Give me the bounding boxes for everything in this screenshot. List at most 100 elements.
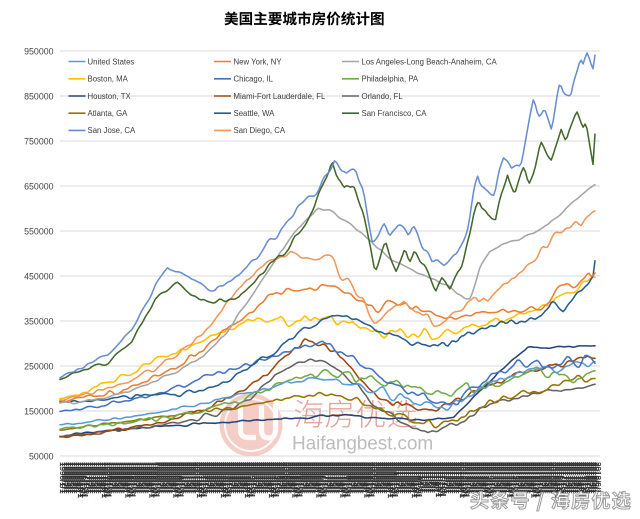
svg-text:2004/2/1: 2004/2/1 — [251, 462, 260, 494]
svg-text:2003/7/1: 2003/7/1 — [237, 462, 246, 494]
svg-text:2004/10/1: 2004/10/1 — [267, 462, 276, 499]
svg-text:2016/4/1: 2016/4/1 — [541, 462, 550, 494]
svg-text:2006/11/1: 2006/11/1 — [317, 462, 326, 498]
svg-text:2010/7/1: 2010/7/1 — [404, 462, 413, 494]
svg-text:1998/5/1: 1998/5/1 — [114, 462, 123, 494]
svg-text:2015/4/1: 2015/4/1 — [517, 462, 526, 494]
svg-text:2017/5/1: 2017/5/1 — [567, 462, 576, 494]
svg-text:2016/7/1: 2016/7/1 — [547, 462, 556, 494]
svg-text:850000: 850000 — [24, 92, 53, 102]
svg-text:2005/10/1: 2005/10/1 — [291, 462, 300, 499]
svg-text:2003/5/1: 2003/5/1 — [233, 462, 242, 494]
svg-text:2011/1/1: 2011/1/1 — [416, 462, 425, 493]
svg-text:2013/11/1: 2013/11/1 — [484, 462, 493, 498]
svg-text:2007/12/1: 2007/12/1 — [342, 462, 351, 499]
svg-text:1999/8/1: 1999/8/1 — [144, 462, 153, 494]
svg-text:2018/6/1: 2018/6/1 — [593, 462, 602, 494]
svg-text:2001/2/1: 2001/2/1 — [179, 462, 188, 494]
svg-text:1996/8/1: 1996/8/1 — [72, 462, 81, 494]
svg-text:2006/3/1: 2006/3/1 — [301, 462, 310, 494]
svg-text:2013/6/1: 2013/6/1 — [474, 462, 483, 494]
svg-text:2000/9/1: 2000/9/1 — [169, 462, 178, 494]
svg-text:2015/12/1: 2015/12/1 — [533, 462, 542, 499]
svg-text:2010/11/1: 2010/11/1 — [412, 462, 421, 498]
svg-text:2003/11/1: 2003/11/1 — [245, 462, 254, 498]
svg-text:2009/11/1: 2009/11/1 — [388, 462, 397, 498]
svg-text:San Jose, CA: San Jose, CA — [88, 126, 136, 135]
svg-text:2000/10/1: 2000/10/1 — [171, 462, 180, 499]
svg-text:2016/2/1: 2016/2/1 — [537, 462, 546, 494]
svg-text:2006/7/1: 2006/7/1 — [309, 462, 318, 494]
svg-text:2004/1/1: 2004/1/1 — [249, 462, 258, 494]
svg-text:2013/12/1: 2013/12/1 — [486, 462, 495, 499]
svg-text:2005/4/1: 2005/4/1 — [279, 462, 288, 494]
svg-text:2004/8/1: 2004/8/1 — [263, 462, 272, 494]
svg-text:450000: 450000 — [24, 272, 53, 282]
svg-text:2007/8/1: 2007/8/1 — [334, 462, 343, 494]
svg-text:2011/6/1: 2011/6/1 — [426, 462, 435, 493]
svg-text:2004/11/1: 2004/11/1 — [269, 462, 278, 498]
svg-text:2015/5/1: 2015/5/1 — [519, 462, 528, 494]
svg-text:Atlanta, GA: Atlanta, GA — [88, 109, 129, 118]
svg-text:550000: 550000 — [24, 227, 53, 237]
svg-text:Seattle, WA: Seattle, WA — [234, 109, 276, 118]
svg-text:2005/2/1: 2005/2/1 — [275, 462, 284, 494]
svg-text:Los Angeles-Long Beach-Anaheim: Los Angeles-Long Beach-Anaheim, CA — [362, 57, 498, 66]
svg-text:2011/7/1: 2011/7/1 — [428, 462, 437, 493]
svg-text:2006/8/1: 2006/8/1 — [311, 462, 320, 494]
svg-text:2007/5/1: 2007/5/1 — [329, 462, 338, 494]
svg-text:2014/8/1: 2014/8/1 — [502, 462, 511, 494]
svg-text:Boston, MA: Boston, MA — [88, 75, 129, 84]
svg-text:2001/11/1: 2001/11/1 — [197, 462, 206, 498]
svg-text:1999/5/1: 1999/5/1 — [138, 462, 147, 494]
svg-text:United States: United States — [88, 57, 135, 66]
svg-text:2010/6/1: 2010/6/1 — [402, 462, 411, 494]
svg-text:2002/2/1: 2002/2/1 — [203, 462, 212, 494]
svg-text:1996/5/1: 1996/5/1 — [66, 462, 75, 494]
svg-text:2001/4/1: 2001/4/1 — [183, 462, 192, 494]
svg-text:Miami-Fort Lauderdale, FL: Miami-Fort Lauderdale, FL — [234, 92, 327, 101]
svg-text:2005/12/1: 2005/12/1 — [295, 462, 304, 499]
svg-text:2002/11/1: 2002/11/1 — [221, 462, 230, 498]
svg-text:2012/4/1: 2012/4/1 — [446, 462, 455, 494]
svg-text:2001/8/1: 2001/8/1 — [191, 462, 200, 494]
svg-text:2002/7/1: 2002/7/1 — [213, 462, 222, 494]
svg-text:2015/8/1: 2015/8/1 — [525, 462, 534, 494]
svg-text:1997/4/1: 1997/4/1 — [88, 462, 97, 494]
svg-text:2016/10/1: 2016/10/1 — [553, 462, 562, 499]
svg-text:2010/1/1: 2010/1/1 — [392, 462, 401, 494]
svg-text:1997/2/1: 1997/2/1 — [84, 462, 93, 494]
svg-text:2006/12/1: 2006/12/1 — [319, 462, 328, 499]
svg-text:1996/3/1: 1996/3/1 — [62, 462, 71, 494]
svg-text:2012/9/1: 2012/9/1 — [456, 462, 465, 494]
svg-text:2017/11/1: 2017/11/1 — [579, 462, 588, 498]
svg-text:2009/2/1: 2009/2/1 — [370, 462, 379, 494]
svg-text:2002/8/1: 2002/8/1 — [215, 462, 224, 494]
svg-text:2008/3/1: 2008/3/1 — [348, 462, 357, 494]
svg-text:Philadelphia, PA: Philadelphia, PA — [362, 75, 419, 84]
svg-text:2002/9/1: 2002/9/1 — [217, 462, 226, 494]
svg-text:2007/4/1: 2007/4/1 — [327, 462, 336, 494]
svg-text:2005/1/1: 2005/1/1 — [273, 462, 282, 494]
svg-text:2007/3/1: 2007/3/1 — [325, 462, 334, 494]
svg-text:2003/3/1: 2003/3/1 — [229, 462, 238, 494]
svg-text:1998/6/1: 1998/6/1 — [116, 462, 125, 494]
svg-text:2011/2/1: 2011/2/1 — [418, 462, 427, 493]
svg-text:2012/10/1: 2012/10/1 — [458, 462, 467, 499]
svg-text:1996/1/1: 1996/1/1 — [58, 462, 67, 494]
svg-text:2006/1/1: 2006/1/1 — [297, 462, 306, 494]
svg-text:2003/12/1: 2003/12/1 — [247, 462, 256, 499]
svg-text:2014/11/1: 2014/11/1 — [508, 462, 517, 498]
svg-text:2012/3/1: 2012/3/1 — [444, 462, 453, 494]
svg-text:1999/4/1: 1999/4/1 — [136, 462, 145, 494]
svg-text:2004/9/1: 2004/9/1 — [265, 462, 274, 494]
svg-text:2005/8/1: 2005/8/1 — [287, 462, 296, 494]
svg-text:2015/3/1: 2015/3/1 — [515, 462, 524, 494]
svg-text:2015/11/1: 2015/11/1 — [531, 462, 540, 498]
svg-text:2012/6/1: 2012/6/1 — [450, 462, 459, 494]
svg-text:2018/3/1: 2018/3/1 — [587, 462, 596, 494]
svg-text:2015/1/1: 2015/1/1 — [512, 462, 521, 494]
svg-text:1997/11/1: 1997/11/1 — [102, 462, 111, 498]
svg-text:2008/1/1: 2008/1/1 — [344, 462, 353, 494]
svg-text:650000: 650000 — [24, 182, 53, 192]
